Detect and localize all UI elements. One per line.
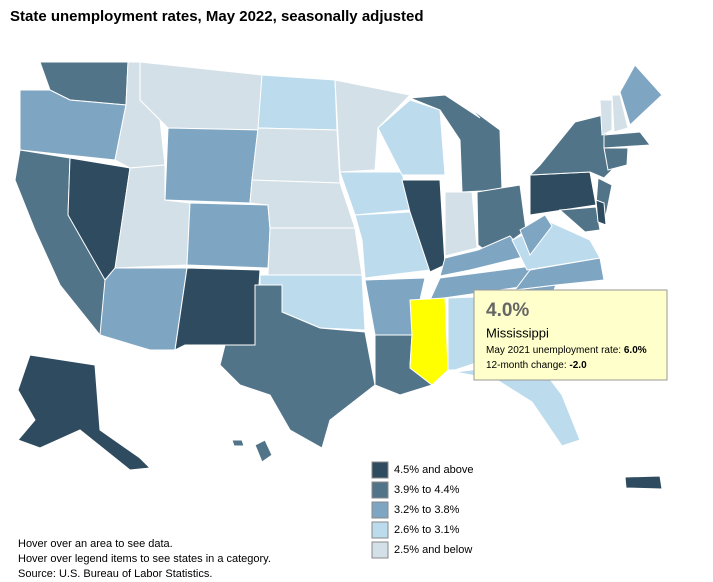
label: 12-month change:	[486, 360, 567, 371]
state[interactable]	[254, 439, 273, 463]
legend-swatch[interactable]	[371, 521, 389, 539]
legend-swatch[interactable]	[371, 541, 389, 559]
state[interactable]	[99, 267, 188, 351]
tooltip-state: Mississippi	[486, 325, 549, 340]
state[interactable]	[354, 211, 431, 279]
state[interactable]	[377, 99, 446, 176]
state[interactable]	[519, 214, 553, 257]
state[interactable]	[444, 191, 478, 257]
state[interactable]	[219, 284, 376, 449]
label: May 2021 unemployment rate:	[486, 345, 621, 356]
state[interactable]	[599, 99, 613, 136]
note: Hover over legend items to see states in…	[18, 553, 271, 565]
state[interactable]	[267, 227, 363, 276]
state[interactable]	[231, 439, 245, 447]
state[interactable]	[611, 94, 629, 133]
source: Source: U.S. Bureau of Labor Statistics.	[18, 568, 212, 580]
legend-label[interactable]: 2.6% to 3.1%	[394, 524, 460, 536]
legend-label[interactable]: 4.5% and above	[394, 464, 474, 476]
state[interactable]	[528, 114, 613, 179]
state[interactable]	[186, 202, 271, 269]
note: Hover over an area to see data.	[18, 538, 173, 550]
tooltip-line: 12-month change: -2.0	[486, 360, 587, 371]
state[interactable]	[339, 171, 411, 216]
state[interactable]	[251, 127, 341, 184]
legend-swatch[interactable]	[371, 481, 389, 499]
state[interactable]	[17, 354, 152, 471]
legend-label[interactable]: 2.5% and below	[394, 544, 472, 556]
state[interactable]	[401, 179, 446, 273]
legend-swatch[interactable]	[371, 461, 389, 479]
legend: 4.5% and above 3.9% to 4.4% 3.2% to 3.8% 2.…	[371, 461, 474, 559]
state[interactable]	[174, 267, 261, 351]
state[interactable]	[619, 64, 663, 126]
state[interactable]	[164, 127, 259, 204]
state[interactable]	[624, 475, 663, 490]
state[interactable]	[409, 94, 503, 193]
legend-label[interactable]: 3.9% to 4.4%	[394, 484, 460, 496]
tooltip-value: 4.0%	[486, 300, 529, 321]
state[interactable]	[558, 206, 601, 233]
highlighted-state[interactable]	[409, 297, 449, 386]
tooltip: 4.0% Mississippi May 2021 unemployment r…	[473, 289, 668, 381]
value: 6.0%	[624, 345, 647, 356]
state[interactable]	[257, 74, 338, 131]
state[interactable]	[603, 131, 651, 149]
state[interactable]	[603, 147, 629, 171]
tooltip-line: May 2021 unemployment rate: 6.0%	[486, 345, 647, 356]
title: State unemployment rates, May 2022, seas…	[10, 8, 424, 25]
legend-swatch[interactable]	[371, 501, 389, 519]
tooltip-box	[473, 289, 668, 381]
state[interactable]	[595, 199, 607, 226]
value: -2.0	[569, 360, 587, 371]
legend-label[interactable]: 3.2% to 3.8%	[394, 504, 460, 516]
states	[14, 61, 663, 490]
